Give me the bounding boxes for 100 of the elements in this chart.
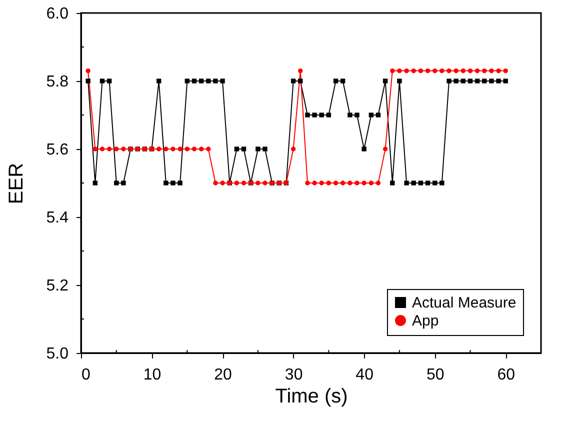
point [376,112,381,118]
x-axis-title: Time (s) [275,386,348,408]
point [362,180,366,186]
point [305,180,310,186]
y-tick-label: 5.2 [46,278,69,294]
point [220,180,225,186]
point [298,78,303,84]
point [354,112,360,118]
point [198,78,204,84]
point [114,146,119,152]
point [312,112,317,118]
point [489,78,494,84]
point [446,68,452,74]
point [305,112,310,118]
y-tick-label: 5.0 [46,346,69,362]
point [256,180,260,186]
point [503,78,508,84]
y-tick-label: 5.4 [46,210,69,226]
x-tick-label: 40 [356,366,374,384]
point [184,78,190,84]
point [460,68,466,74]
point [425,68,430,74]
point [319,180,324,186]
point [454,68,458,74]
point [170,146,176,152]
point [121,180,126,186]
point [411,68,416,74]
point [319,112,324,118]
point [170,180,176,186]
y-axis-title: EER [5,162,28,204]
point [213,180,218,186]
point [474,68,480,74]
x-tick-label: 60 [497,366,516,384]
point [213,78,218,84]
point [178,146,182,152]
point [404,68,409,74]
point [454,78,458,84]
point [198,146,204,152]
point [496,78,501,84]
point [397,78,402,84]
point [333,180,338,186]
point [411,180,416,186]
point [121,146,126,152]
point [206,78,211,84]
point [440,68,444,74]
point [256,146,260,152]
point [86,68,90,74]
point [234,180,240,186]
x-tick-label: 50 [426,366,444,384]
point [474,78,480,84]
point [262,146,268,152]
point [164,180,168,186]
point [376,180,381,186]
point [446,78,452,84]
point [418,68,424,74]
point [86,78,90,84]
point [290,78,296,84]
point [192,146,197,152]
point [496,68,501,74]
point [440,180,444,186]
point [432,68,438,74]
point [192,78,197,84]
point [460,78,466,84]
point [164,146,168,152]
x-tick-label: 10 [143,366,162,384]
point [298,68,303,74]
point [100,78,105,84]
point [368,112,374,118]
y-tick-label: 6.0 [46,6,69,22]
point [425,180,430,186]
point [156,146,162,152]
point [354,180,360,186]
point [234,146,240,152]
point [326,180,332,186]
y-tick-label: 5.6 [46,142,69,158]
point [468,68,473,74]
point [156,78,162,84]
point [100,146,105,152]
point [489,68,494,74]
point [382,146,388,152]
point [348,112,352,118]
point [503,68,508,74]
legend-label: Actual Measure [412,294,516,312]
point [404,180,409,186]
point [92,180,98,186]
point [92,146,98,152]
point [241,180,246,186]
point [482,78,487,84]
point [340,180,346,186]
point [178,180,182,186]
point [390,68,395,74]
point [340,78,346,84]
point [220,78,225,84]
x-tick-label: 0 [82,366,90,384]
x-tick-label: 30 [284,366,303,384]
point [368,180,374,186]
point [482,68,487,74]
point [326,112,332,118]
point [333,78,338,84]
point [106,146,112,152]
